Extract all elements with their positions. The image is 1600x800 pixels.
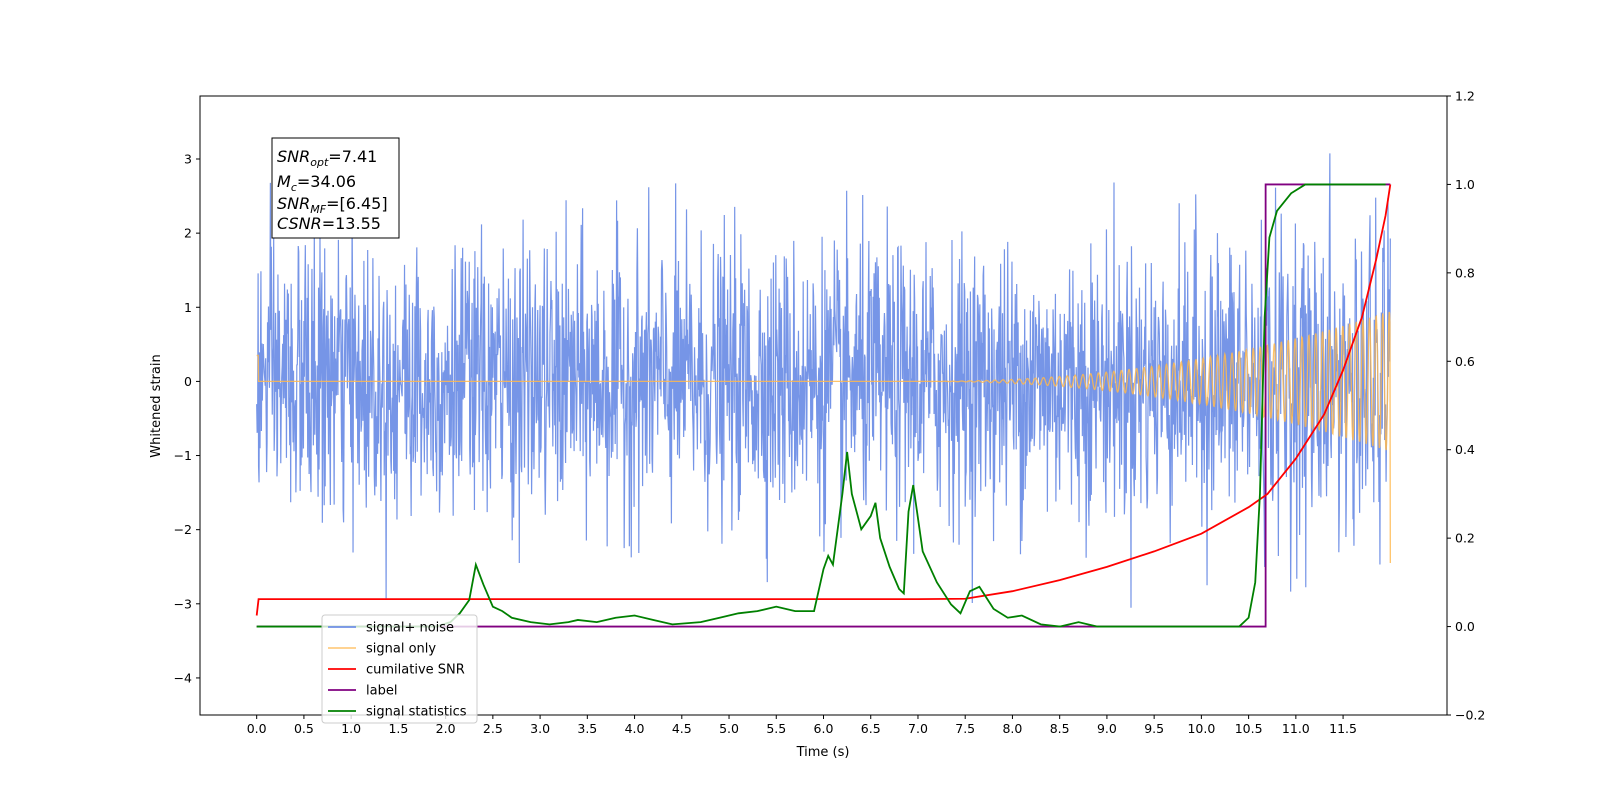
y-tick-label-right: −0.2 [1455,708,1485,723]
legend: signal+ noise signal only cumilative SNR la… [321,614,478,724]
y-tick-label-right: 0.8 [1455,265,1475,280]
x-tick-label: 11.5 [1329,721,1357,736]
y-tick-label-left: 0 [184,374,192,389]
x-tick-label: 8.0 [1002,721,1022,736]
y-tick-label-left: 1 [184,300,192,315]
x-tick-label: 1.5 [388,721,408,736]
x-tick-label: 4.5 [672,721,692,736]
x-tick-label: 5.5 [766,721,786,736]
y-tick-label-right: 0.4 [1455,442,1475,457]
stats-box-frame [271,137,400,239]
x-tick-label: 0.5 [294,721,314,736]
series-cumulative-snr [255,184,1392,616]
series-signal-noise [256,153,1391,608]
stats-box: SNRopt=7.41 Mc=34.06 SNRMF=[6.45] CSNR=1… [271,137,400,239]
y-tick-label-left: 3 [184,152,192,167]
legend-label: signal only [366,642,436,657]
y-tick-label-right: 0.0 [1455,619,1475,634]
y-tick-label-right: 1.0 [1455,177,1475,192]
x-tick-label: 0.0 [247,721,267,736]
y-tick-label-left: −3 [174,596,192,611]
x-tick-label: 9.0 [1097,721,1117,736]
x-tick-label: 4.0 [625,721,645,736]
legend-label: cumilative SNR [366,663,465,678]
stat-snr-opt: SNRopt=7.41 [277,147,377,169]
y-tick-label-right: 1.2 [1455,89,1475,104]
x-tick-label: 9.5 [1144,721,1164,736]
x-tick-label: 2.0 [436,721,456,736]
x-tick-label: 6.5 [861,721,881,736]
x-tick-label: 2.5 [483,721,503,736]
x-axis-label: Time (s) [796,745,850,760]
series-layer [255,153,1392,628]
y-axis-label: Whitened strain [149,354,164,457]
legend-label: signal+ noise [366,621,454,636]
y-tick-label-left: −4 [174,670,192,685]
stat-snr-mf: SNRMF=[6.45] [277,194,388,216]
left-y-axis: 3 2 1 0 −1 −2 −3 −4 [174,152,200,685]
legend-label: signal statistics [366,705,467,720]
y-tick-label-left: −2 [174,522,192,537]
x-tick-label: 7.0 [908,721,928,736]
x-tick-label: 5.0 [719,721,739,736]
x-tick-label: 1.0 [341,721,361,736]
series-signal-statistics [256,183,1386,628]
x-tick-label: 7.5 [955,721,975,736]
series-signal-only [256,311,1391,564]
x-tick-label: 10.5 [1235,721,1263,736]
x-tick-label: 11.0 [1282,721,1310,736]
x-tick-label: 10.0 [1187,721,1215,736]
x-axis: 0.0 0.5 1.0 1.5 2.0 2.5 3.0 3.5 4.0 4.5 5.0 5.5 6.0 6… [247,715,1357,736]
y-tick-label-left: −1 [174,448,192,463]
y-tick-label-right: 0.6 [1455,354,1475,369]
legend-label: label [366,684,397,699]
x-tick-label: 6.0 [814,721,834,736]
y-tick-label-left: 2 [184,226,192,241]
stat-csnr: CSNR=13.55 [277,214,381,233]
legend-frame [321,614,478,724]
y-tick-label-right: 0.2 [1455,531,1475,546]
right-y-axis: 1.2 1.0 0.8 0.6 0.4 0.2 0.0 −0.2 [1447,89,1485,723]
stat-mc: Mc=34.06 [277,172,356,194]
x-tick-label: 3.5 [577,721,597,736]
x-tick-label: 8.5 [1050,721,1070,736]
x-tick-label: 3.0 [530,721,550,736]
